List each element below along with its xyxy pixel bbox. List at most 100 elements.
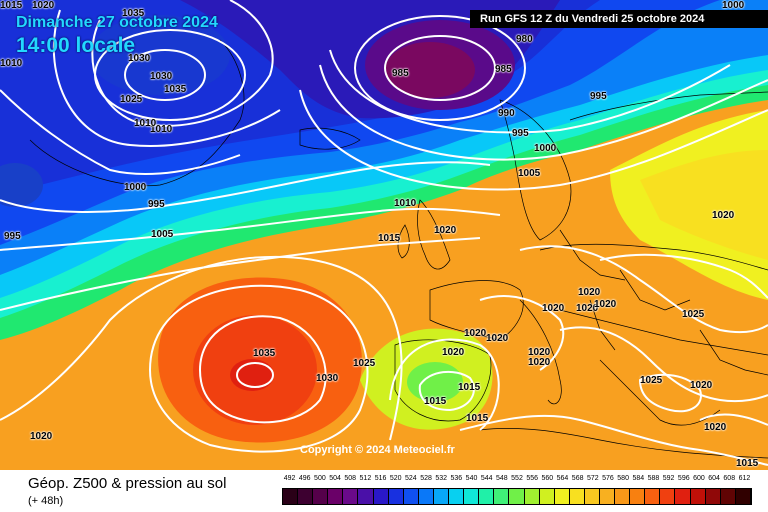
map-subtitle: (+ 48h) [28,495,64,507]
legend-value-label: 596 [677,475,690,482]
isobar-label: 1035 [253,348,276,359]
legend-color-cell [313,489,329,504]
isobar-label: 1005 [151,229,174,240]
isobar-label: 1020 [486,333,509,344]
isobar-label: 1020 [594,299,617,310]
run-info-box: Run GFS 12 Z du Vendredi 25 octobre 2024 [470,10,768,28]
legend-color-cell [358,489,374,504]
legend-value-label: 612 [738,475,751,482]
isobar-label: 1000 [534,143,557,154]
legend-value-label: 532 [435,475,448,482]
legend-value-label: 580 [617,475,629,482]
legend-value-label: 492 [283,475,296,482]
legend-color-cell [554,489,570,504]
legend-value-label: 504 [329,475,341,482]
isobar-label: 1030 [128,53,151,64]
legend-color-cell [584,489,600,504]
legend-value-label: 496 [298,475,311,482]
isobar-label: 1020 [528,347,551,358]
isobar-label: 1015 [736,458,759,469]
isobar-label: 1025 [682,309,705,320]
legend-color-cell [464,489,480,504]
isobar-label: 1035 [122,8,145,19]
weather-map[interactable]: 1020 1035 1030 1030 1035 1025 1010 1010 … [0,0,768,470]
isobar-label: 1025 [353,358,376,369]
map-footer: Géop. Z500 & pression au sol (+ 48h) 492… [0,470,768,512]
legend-value-label: 508 [344,475,357,482]
forecast-date: Dimanche 27 octobre 2024 [16,14,218,31]
legend-color-cell [388,489,404,504]
isobar-label: 995 [148,199,165,210]
legend-value-label: 560 [541,475,554,482]
copyright-text: Copyright © 2024 Meteociel.fr [300,444,455,456]
legend-color-cell [298,489,314,504]
legend-color-cell [509,489,525,504]
legend-color-cell [433,489,450,504]
isobar-label: 995 [512,128,529,139]
isobar-label: 1030 [316,373,339,384]
isobar-label: 1020 [32,0,55,11]
legend-color-cell [645,489,661,504]
legend-color-cell [494,489,510,504]
isobar-label: 1020 [712,210,735,221]
isobar-label: 1020 [542,303,565,314]
legend-color-cell [343,489,359,504]
isobar-label: 1030 [150,71,173,82]
isobar-label: 1020 [690,380,713,391]
isobar-label: 1020 [442,347,465,358]
legend-color-cell [615,489,631,504]
isobar-label: 1020 [576,303,599,314]
isobar-label: 995 [590,91,607,102]
isobar-label: 1025 [120,94,143,105]
legend-value-label: 516 [374,475,387,482]
isobar-label: 1015 [458,382,481,393]
legend-value-label: 544 [480,475,493,482]
legend-value-label: 584 [632,475,645,482]
legend-color-cell [418,489,434,504]
legend-value-label: 604 [708,475,720,482]
forecast-time: 14:00 locale [16,34,136,57]
legend-color-cell [630,489,646,504]
legend-color-cell [283,489,299,504]
legend-color-cell [328,489,344,504]
legend-value-label: 536 [450,475,463,482]
map-field-svg [0,0,768,470]
legend-value-label: 540 [465,475,478,482]
isobar-label: 1035 [164,84,187,95]
legend-value-label: 512 [359,475,372,482]
legend-color-cell [373,489,389,504]
legend-labels: 492 496 500 504 508 512 516 520 524 528 532 536 540 5… [282,475,752,485]
legend-value-label: 568 [571,475,584,482]
legend-color-cell [449,489,465,504]
isobar-label: 1015 [466,413,489,424]
isobar-label: 1005 [518,168,541,179]
isobar-label: 1015 [378,233,401,244]
color-legend: 492 496 500 504 508 512 516 520 524 528 532 536 540 5… [282,475,752,511]
isobar-label: 1020 [30,431,53,442]
legend-color-cell [675,489,691,504]
legend-bar [282,488,752,505]
legend-value-label: 588 [647,475,660,482]
legend-color-cell [403,489,419,504]
legend-value-label: 592 [662,475,675,482]
isobar-label: 985 [495,64,512,75]
legend-value-label: 500 [314,475,326,482]
legend-value-label: 528 [420,475,432,482]
isobar-label: 1020 [578,287,601,298]
legend-value-label: 552 [511,475,523,482]
legend-color-cell [599,489,616,504]
isobar-label: 1010 [394,198,417,209]
legend-color-cell [735,489,751,504]
isobar-label: 980 [516,34,533,45]
legend-color-cell [720,489,736,504]
legend-color-cell [705,489,721,504]
legend-value-label: 572 [586,475,599,482]
legend-value-label: 564 [556,475,569,482]
legend-value-label: 520 [389,475,402,482]
isobar-label: 1010 [150,124,173,135]
legend-color-cell [569,489,585,504]
isobar-label: 1020 [464,328,487,339]
isobar-label: 1025 [640,375,663,386]
legend-value-label: 524 [405,475,417,482]
